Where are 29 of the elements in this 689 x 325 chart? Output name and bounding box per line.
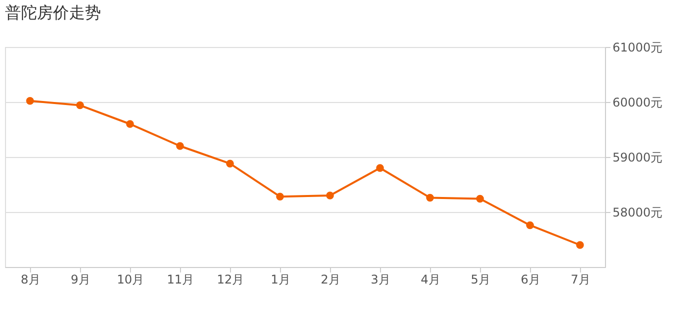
point	[576, 241, 584, 249]
x-tick-label: 3月	[370, 272, 390, 286]
y-tick-label: 60000元	[612, 96, 663, 110]
point	[426, 194, 434, 202]
point	[376, 164, 384, 172]
y-tick-label: 58000元	[612, 206, 663, 220]
x-tick-label: 8月	[20, 272, 40, 286]
y-tick-label: 59000元	[612, 150, 663, 164]
point	[226, 160, 234, 168]
x-tick-label: 2月	[320, 272, 340, 286]
x-tick-label: 7月	[570, 272, 590, 286]
x-tick-label: 6月	[520, 272, 540, 286]
point	[26, 97, 34, 105]
x-tick-label: 1月	[270, 272, 290, 286]
point	[526, 221, 534, 230]
x-tick-label: 5月	[470, 272, 490, 286]
point	[76, 101, 84, 110]
point	[276, 192, 284, 200]
x-tick-label: 4月	[420, 272, 440, 286]
y-tick-label: 61000元	[612, 40, 663, 54]
point	[326, 192, 334, 200]
point	[126, 120, 134, 128]
x-tick-label: 9月	[70, 272, 90, 286]
x-tick-label: 12月	[216, 272, 244, 286]
x-tick-label: 10月	[116, 272, 144, 286]
point	[176, 142, 184, 150]
x-tick-label: 11月	[166, 272, 194, 286]
point	[476, 194, 484, 203]
chart-title: 普陀房价走势	[5, 3, 101, 22]
